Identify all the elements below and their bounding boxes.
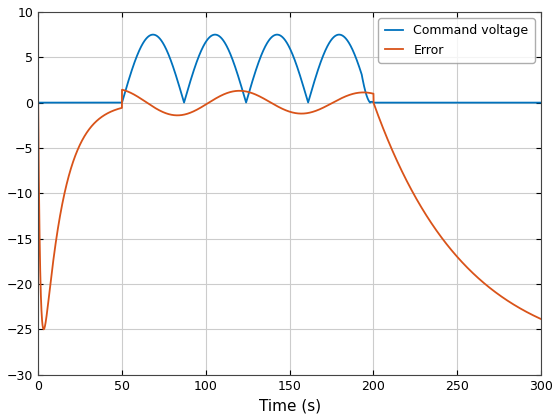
Legend: Command voltage, Error: Command voltage, Error xyxy=(379,18,535,63)
Error xyxy=(538,317,544,322)
Command voltage xyxy=(538,100,544,105)
Line: Error: Error xyxy=(38,90,541,329)
Command voltage xyxy=(534,100,540,105)
Error xyxy=(119,87,125,92)
Error xyxy=(155,107,161,112)
Error xyxy=(157,108,164,113)
Command voltage xyxy=(150,32,156,37)
Command voltage xyxy=(35,100,41,105)
Command voltage xyxy=(152,32,158,37)
Error xyxy=(40,327,47,332)
Command voltage xyxy=(260,47,267,52)
Command voltage xyxy=(155,34,161,39)
Error xyxy=(225,90,231,95)
Error xyxy=(260,96,267,101)
Error xyxy=(35,100,41,105)
Line: Command voltage: Command voltage xyxy=(38,34,541,102)
Error xyxy=(534,315,540,320)
Command voltage xyxy=(225,46,231,51)
Command voltage xyxy=(157,37,164,42)
Error xyxy=(152,105,158,110)
X-axis label: Time (s): Time (s) xyxy=(259,398,321,413)
